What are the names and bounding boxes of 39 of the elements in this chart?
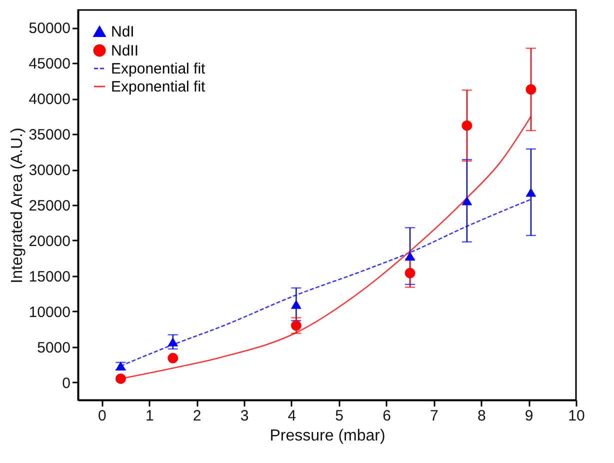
x-tick-label: 1 [145, 408, 154, 424]
x-tick-label: 9 [524, 408, 534, 424]
x-tick-label: 8 [477, 408, 486, 424]
x-tick-label: 7 [430, 408, 438, 424]
y-tick-label: 45000 [28, 56, 70, 73]
point [404, 268, 416, 278]
point [168, 337, 178, 346]
x-tick-label: 10 [568, 408, 585, 424]
x-tick-label: 0 [98, 408, 106, 424]
y-tick-label: 25000 [28, 198, 70, 214]
point [462, 120, 472, 131]
x-tick-label: 2 [192, 408, 202, 424]
x-tick-label: 4 [288, 408, 296, 424]
y-tick-label: 50000 [28, 20, 70, 38]
y-tick-label: 15000 [28, 268, 70, 286]
y-tick-label: 10000 [28, 304, 70, 321]
point [526, 84, 536, 95]
y-axis-title: Integrated Area (A.U.) [8, 128, 26, 284]
y-tick-label: 0 [62, 374, 70, 392]
x-tick-label: 3 [240, 408, 249, 424]
y-tick-label: 20000 [28, 232, 70, 250]
legend-label: Exponential fit [111, 78, 206, 96]
point [526, 188, 536, 197]
legend-label: NdI [111, 24, 134, 40]
point [290, 300, 302, 309]
y-tick-label: 30000 [28, 162, 70, 180]
point [115, 373, 126, 384]
y-tick-label: 35000 [28, 126, 70, 144]
x-tick-label: 6 [382, 408, 391, 424]
legend-label: NdII [111, 42, 139, 60]
legend-label: Exponential fit [111, 60, 206, 78]
y-tick-label: 40000 [28, 91, 70, 108]
point [290, 320, 302, 331]
point [404, 252, 416, 261]
point [168, 352, 178, 364]
y-tick-label: 5000 [37, 339, 70, 356]
x-tick-label: 5 [335, 408, 344, 424]
x-axis-title: Pressure (mbar) [270, 428, 386, 444]
point [462, 196, 472, 206]
